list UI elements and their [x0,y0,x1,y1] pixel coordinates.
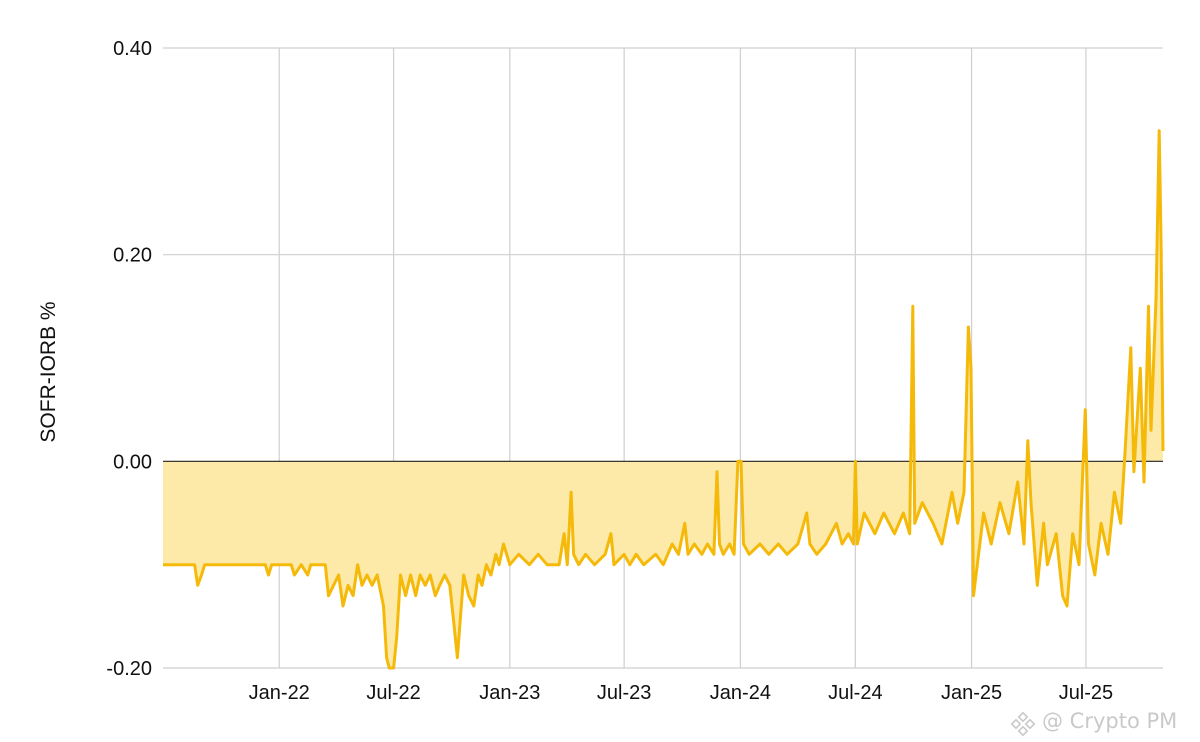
x-gridlines [278,48,1087,668]
x-tick-label: Jan-24 [710,682,771,704]
series-line [163,129,1165,670]
binance-logo-icon [1010,711,1036,737]
x-tick-label: Jul-25 [1059,682,1113,704]
y-gridlines [163,47,1163,669]
series-area-fill [163,130,1163,668]
x-tick-label: Jan-22 [249,682,310,704]
x-tick-label: Jan-25 [941,682,1002,704]
x-tick-label: Jul-23 [597,682,651,704]
x-axis-tick-labels: Jan-22 Jul-22 Jan-23 Jul-23 Jan-24 Jul-24 Jan-… [249,682,1114,704]
x-tick-label: Jul-22 [366,682,420,704]
y-tick-label: 0.40 [113,38,152,60]
y-axis-label: SOFR-IORB % [37,301,60,442]
watermark: @ Crypto PM [1010,709,1177,737]
x-tick-label: Jul-24 [828,682,882,704]
y-tick-label: -0.20 [106,658,152,680]
x-tick-label: Jan-23 [479,682,540,704]
y-axis-tick-labels: 0.40 0.20 0.00 -0.20 [106,38,152,680]
y-tick-label: 0.00 [113,451,152,473]
y-tick-label: 0.20 [113,245,152,267]
watermark-text: @ Crypto PM [1042,709,1177,733]
